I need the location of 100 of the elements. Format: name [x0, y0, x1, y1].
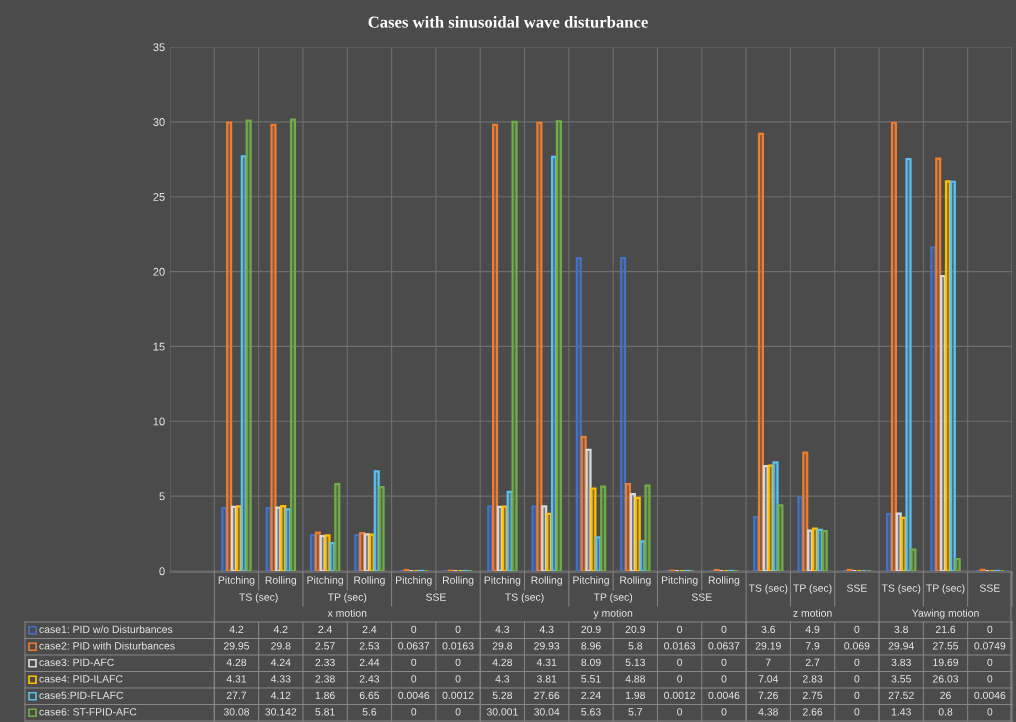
x-tick-label: Pitching: [396, 576, 432, 586]
data-label: 0.0637: [708, 642, 740, 650]
y-tick-label: 15: [153, 342, 165, 351]
data-label: 0: [721, 625, 727, 634]
data-label: 5.81: [315, 708, 335, 716]
data-label: 2.24: [581, 691, 601, 699]
data-label: 2.75: [802, 691, 823, 700]
data-label: 0: [677, 675, 683, 683]
data-label: 30.142: [265, 708, 297, 716]
x-tick-label: SSE: [846, 584, 867, 592]
data-label: 27.52: [888, 691, 914, 700]
data-label: 0: [854, 625, 860, 634]
data-label: 0: [987, 625, 993, 634]
x-tick-label: Pitching: [484, 576, 521, 586]
x-tick-label: TP (sec): [926, 584, 965, 594]
data-label: 2.7: [805, 658, 820, 666]
data-label: 0: [677, 658, 683, 667]
data-label: 4.3: [495, 675, 510, 683]
data-label: 20.9: [625, 625, 645, 634]
data-label: 4.28: [226, 658, 247, 667]
data-label: 19.69: [933, 658, 959, 667]
data-label: 0: [677, 708, 683, 716]
x-tick-label: Rolling: [708, 576, 740, 586]
data-label: 3.6: [761, 625, 776, 634]
data-label: 2.38: [315, 675, 335, 683]
data-label: 3.8: [894, 625, 908, 634]
x-tick-label: Rolling: [354, 576, 385, 586]
data-label: 8.96: [581, 642, 601, 650]
x-tick-label: Rolling: [265, 576, 297, 586]
data-label: 0.0012: [664, 691, 696, 700]
y-tick-label: 10: [153, 417, 165, 426]
data-label: 0.8: [938, 708, 953, 716]
data-label: 30.001: [486, 708, 518, 716]
data-label: 4.3: [495, 625, 510, 634]
chart-title: Cases with sinusoidal wave disturbance: [368, 16, 648, 28]
y-tick-label: 35: [153, 43, 165, 52]
x-tick-label: Rolling: [442, 576, 474, 586]
x-tick-label: TS (sec): [881, 584, 921, 594]
data-label: 1.98: [625, 691, 645, 700]
data-label: 2.4: [362, 625, 377, 633]
text: SSE: [691, 593, 712, 601]
text: TS (sec): [505, 593, 544, 603]
data-label: 4.2: [229, 625, 244, 633]
data-label: 0: [721, 708, 727, 716]
data-label: 2.53: [359, 642, 380, 650]
x-tick-label: Rolling: [531, 576, 562, 586]
data-label: 0: [987, 675, 993, 683]
data-label: 4.2: [273, 625, 288, 633]
data-label: 29.95: [223, 642, 250, 650]
data-label: 30.04: [534, 708, 560, 716]
data-label: 2.33: [315, 658, 335, 667]
data-label: 29.19: [755, 642, 781, 650]
text: TS (sec): [239, 593, 278, 603]
data-label: 4.28: [492, 658, 513, 667]
data-label: 4.31: [536, 658, 557, 667]
text: TP (sec): [327, 593, 367, 603]
x-tick-label: SSE: [979, 584, 1000, 592]
data-label: 7.26: [758, 691, 778, 700]
text: x motion: [327, 609, 367, 617]
data-label: 0.069: [844, 642, 870, 650]
data-label: 2.44: [359, 658, 380, 666]
data-label: 0: [854, 675, 860, 683]
data-label: 0.0046: [708, 691, 740, 700]
data-label: 27.55: [933, 642, 959, 650]
data-label: 0: [721, 675, 727, 683]
data-label: 7: [765, 658, 771, 666]
legend-label: case4: PID-ILAFC: [39, 675, 123, 683]
data-label: 26.03: [933, 675, 959, 683]
data-label: 1.86: [315, 691, 335, 700]
x-tick-label: Pitching: [573, 576, 609, 586]
data-label: 1.43: [891, 708, 911, 716]
data-label: 0: [854, 708, 860, 716]
data-label: 7.04: [758, 675, 779, 683]
data-label: 3.55: [891, 675, 911, 683]
x-tick-label: TP (sec): [793, 584, 832, 594]
text: TP (sec): [593, 593, 633, 603]
data-label: 0: [854, 691, 860, 700]
data-label: 5.51: [581, 675, 601, 683]
data-label: 4.31: [226, 675, 247, 683]
data-label: 0: [854, 658, 860, 667]
data-label: 0: [455, 675, 461, 683]
data-label: 4.12: [270, 691, 291, 699]
legend-label: case6: ST-FPID-AFC: [39, 708, 137, 716]
data-label: 29.8: [271, 642, 291, 650]
data-label: 0: [721, 658, 727, 667]
y-tick-label: 5: [159, 492, 165, 501]
data-label: 0: [455, 625, 461, 634]
data-label: 5.6: [362, 708, 377, 716]
data-label: 20.9: [581, 625, 601, 634]
data-label: 0: [411, 675, 417, 683]
data-label: 4.88: [625, 675, 645, 683]
data-label: 2.66: [802, 708, 823, 716]
data-label: 7.9: [805, 642, 820, 650]
data-label: 0.0163: [664, 642, 696, 650]
data-label: 4.33: [270, 675, 291, 683]
data-label: 5.13: [625, 658, 645, 667]
data-label: 0.0163: [442, 642, 474, 650]
data-label: 0: [987, 658, 993, 667]
data-label: 3.81: [536, 675, 557, 683]
x-tick-label: TS (sec): [748, 584, 788, 594]
